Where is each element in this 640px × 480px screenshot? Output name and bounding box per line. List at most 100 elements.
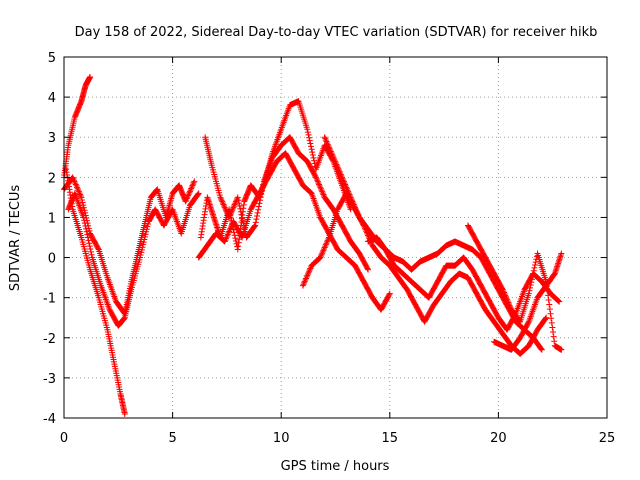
data-point: [139, 244, 146, 251]
data-point: [141, 233, 148, 240]
data-point: [222, 235, 229, 242]
y-axis-ticks: -4 -3 -2 -1 0 1 2 3 4 5: [43, 51, 607, 427]
data-point: [313, 175, 320, 182]
data-point: [348, 197, 355, 204]
data-point: [324, 141, 331, 148]
data-point: [239, 214, 246, 221]
data-point: [527, 282, 534, 289]
data-point: [354, 210, 361, 217]
data-point: [183, 196, 190, 203]
data-point: [339, 175, 346, 182]
data-point: [501, 290, 508, 297]
data-point: [335, 167, 342, 174]
data-point: [321, 244, 328, 251]
data-point: [338, 172, 345, 179]
x-tick-label: 20: [490, 431, 507, 446]
data-point: [186, 188, 193, 195]
x-axis-label: GPS time / hours: [281, 459, 390, 474]
data-point: [325, 142, 332, 149]
data-point: [182, 198, 189, 205]
data-point: [252, 219, 259, 226]
data-point: [505, 299, 512, 306]
data-point: [220, 201, 227, 208]
y-tick-label: -2: [43, 332, 56, 347]
data-point: [224, 231, 231, 238]
data-point: [231, 232, 238, 239]
data-point: [322, 135, 329, 142]
data-point: [83, 225, 90, 232]
y-tick-label: 2: [48, 171, 56, 186]
data-point: [309, 149, 316, 156]
data-point: [506, 302, 513, 309]
data-point: [325, 235, 332, 242]
data-point: [329, 151, 336, 158]
data-point: [71, 178, 78, 185]
data-point: [141, 236, 148, 243]
data-point: [305, 269, 312, 276]
data-point: [532, 262, 539, 269]
plot-frame: [63, 56, 608, 419]
data-point: [316, 182, 323, 189]
data-point: [315, 180, 322, 187]
data-point: [320, 247, 327, 254]
data-point: [319, 188, 326, 195]
data-point: [227, 224, 234, 231]
data-point: [231, 229, 238, 236]
data-point: [307, 140, 314, 147]
data-point: [300, 281, 307, 288]
data-point: [353, 208, 360, 215]
data-point: [140, 241, 147, 248]
data-point: [312, 174, 319, 181]
data-point: [317, 185, 324, 192]
data-point: [528, 279, 535, 286]
series-track-12: [491, 250, 565, 353]
data-point: [546, 301, 553, 308]
data-point: [352, 205, 359, 212]
y-tick-label: -4: [43, 412, 56, 427]
y-tick-label: -1: [43, 292, 56, 307]
data-point: [74, 184, 81, 191]
chart-title: Day 158 of 2022, Sidereal Day-to-day VTE…: [75, 25, 598, 40]
data-point: [88, 251, 95, 258]
data-point: [140, 239, 147, 246]
data-point: [332, 158, 339, 165]
data-point: [548, 315, 555, 322]
data-point: [530, 267, 537, 274]
data-point: [554, 297, 561, 304]
data-point: [226, 214, 233, 221]
data-point: [70, 177, 77, 184]
data-point: [349, 198, 356, 205]
series-track-6: [202, 134, 372, 273]
data-point: [87, 245, 94, 252]
data-point: [70, 175, 77, 182]
data-point: [352, 204, 359, 211]
data-point: [320, 191, 327, 198]
data-point: [528, 276, 535, 283]
data-point: [80, 214, 87, 221]
data-point: [85, 237, 92, 244]
series-track-1: [61, 74, 94, 181]
data-point: [144, 223, 151, 230]
data-point: [532, 259, 539, 266]
data-point: [234, 195, 241, 202]
x-tick-label: 25: [599, 431, 616, 446]
data-point: [304, 271, 311, 278]
data-point: [319, 250, 326, 257]
data-point: [340, 178, 347, 185]
data-point: [304, 126, 311, 133]
data-point: [547, 310, 554, 317]
data-point: [312, 173, 319, 180]
data-point: [253, 213, 260, 220]
data-point: [327, 147, 334, 154]
data-point: [254, 209, 261, 216]
data-point: [550, 333, 557, 340]
data-point: [303, 275, 310, 282]
series-track-8: [299, 190, 550, 357]
data-point: [347, 194, 354, 201]
data-point: [525, 319, 532, 326]
data-point: [72, 181, 79, 188]
data-point: [145, 221, 152, 228]
data-point: [531, 264, 538, 271]
data-point: [317, 184, 324, 191]
data-point: [219, 200, 226, 207]
